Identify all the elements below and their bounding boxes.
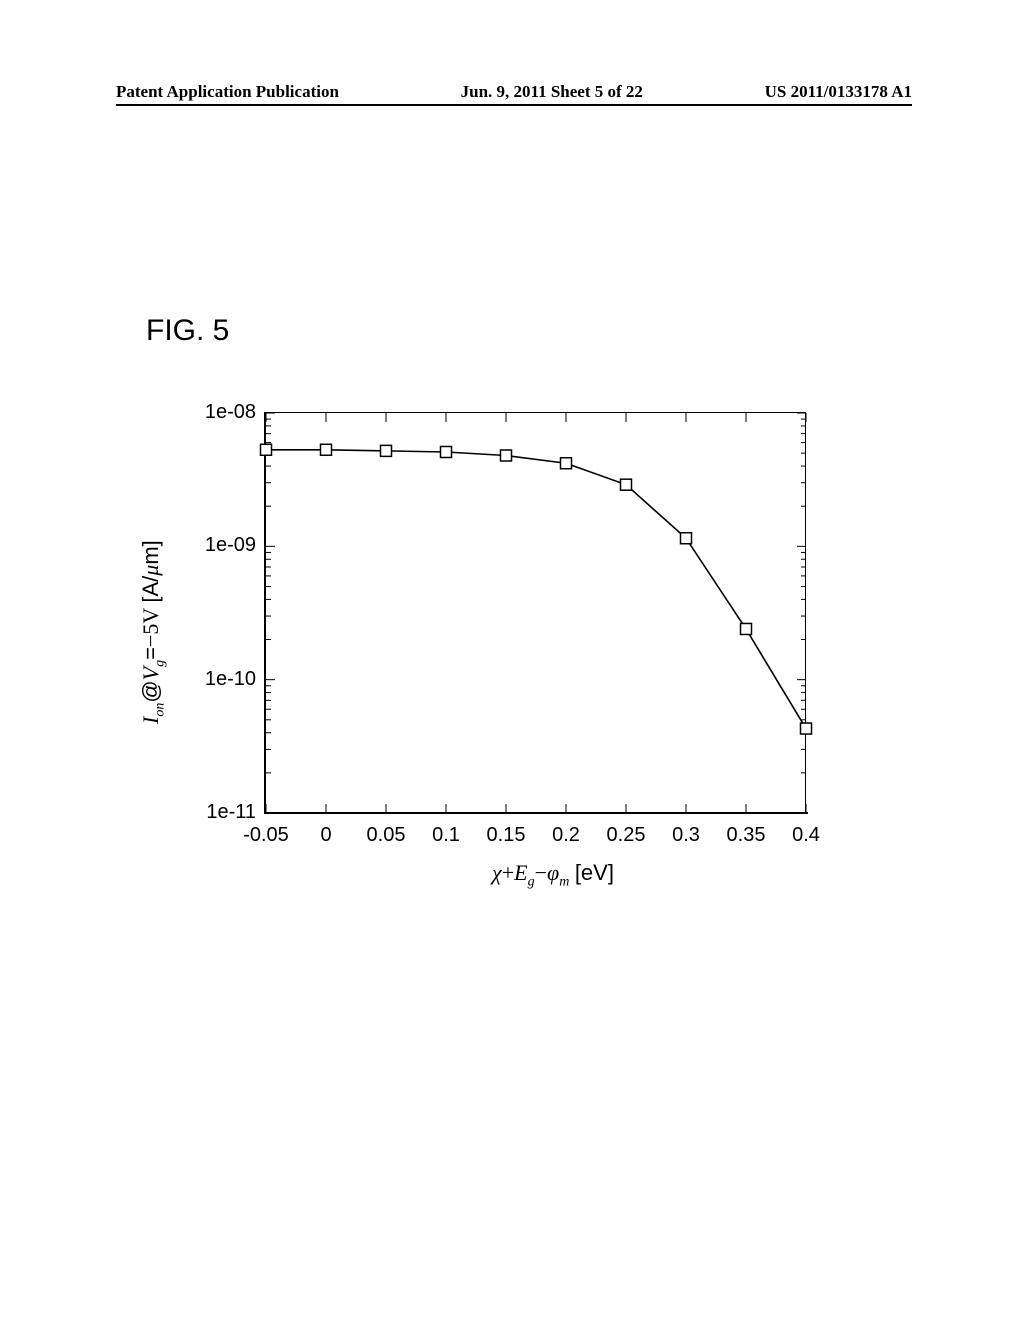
x-tick-label: 0.25 xyxy=(607,824,646,847)
y-tick-label: 1e-10 xyxy=(196,668,256,691)
x-tick-label: 0.2 xyxy=(552,824,580,847)
x-tick-label: -0.05 xyxy=(243,824,289,847)
x-tick-label: 0.15 xyxy=(487,824,526,847)
page-header: Patent Application Publication Jun. 9, 2… xyxy=(0,82,1024,102)
data-marker xyxy=(801,723,812,734)
x-tick-label: 0.05 xyxy=(367,824,406,847)
header-right: US 2011/0133178 A1 xyxy=(765,82,912,102)
y-tick-label: 1e-08 xyxy=(196,401,256,424)
x-axis-title: χ+Eg−φm [eV] xyxy=(110,860,840,890)
data-marker xyxy=(561,458,572,469)
data-marker xyxy=(381,445,392,456)
y-axis-title: Ion@Vg=−5V [A/μm] xyxy=(138,540,168,724)
chart-svg xyxy=(266,413,806,813)
header-rule xyxy=(116,104,912,106)
x-tick-label: 0.35 xyxy=(727,824,766,847)
data-marker xyxy=(741,623,752,634)
y-tick-label: 1e-09 xyxy=(196,534,256,557)
y-tick-label: 1e-11 xyxy=(196,801,256,824)
data-marker xyxy=(441,446,452,457)
figure-label: FIG. 5 xyxy=(146,314,229,348)
chart: 1e-11 1e-10 1e-09 1e-08 -0.05 0 0.05 0.1 0.15 0.… xyxy=(110,390,840,910)
x-tick-label: 0 xyxy=(320,824,331,847)
header-left: Patent Application Publication xyxy=(116,82,339,102)
x-tick-label: 0.1 xyxy=(432,824,460,847)
x-tick-label: 0.3 xyxy=(672,824,700,847)
x-tick-label: 0.4 xyxy=(792,824,820,847)
data-marker xyxy=(621,479,632,490)
data-marker xyxy=(501,450,512,461)
data-line xyxy=(266,450,806,729)
data-marker xyxy=(261,444,272,455)
plot-area xyxy=(266,412,806,812)
data-marker xyxy=(681,533,692,544)
header-center: Jun. 9, 2011 Sheet 5 of 22 xyxy=(461,82,643,102)
data-marker xyxy=(321,444,332,455)
